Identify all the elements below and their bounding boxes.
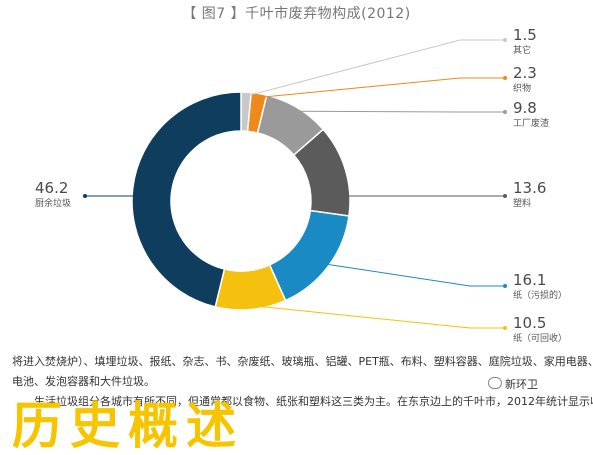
slice-label: 工厂废渣: [513, 117, 549, 129]
callout-line: [250, 305, 505, 329]
callout-line: [295, 110, 505, 113]
donut-slices: [131, 91, 351, 311]
callout-line: [258, 77, 505, 98]
slice-value: 9.8: [513, 99, 537, 117]
callout-dot: [503, 194, 507, 198]
slice-label: 纸（污损的）: [513, 289, 567, 301]
watermark: 新环卫: [488, 376, 538, 392]
slice-value: 13.6: [513, 179, 546, 197]
paragraph-line-3: 生活垃圾组分各城市有所不同，但通常都以食物、纸张和塑料这三类为主。在东京边上的千…: [34, 395, 593, 408]
donut-slice: [131, 91, 242, 308]
callout-dot: [503, 38, 507, 42]
callout-lines: [83, 38, 507, 330]
callout-dot: [83, 194, 87, 198]
callout-dot: [503, 326, 507, 330]
slice-value: 16.1: [513, 271, 546, 289]
callout-dot: [503, 76, 507, 80]
callout-dot: [503, 284, 507, 288]
slice-value: 1.5: [513, 26, 537, 44]
callout-line: [245, 39, 505, 97]
section-heading: 历史概述: [12, 396, 244, 455]
slice-label: 织物: [513, 82, 531, 94]
slice-label: 其它: [513, 44, 531, 56]
slice-value: 2.3: [513, 64, 537, 82]
article-text: 将进入焚烧炉）、填埋垃圾、报纸、杂志、书、杂废纸、玻璃瓶、铝罐、PET瓶、布料、…: [12, 352, 593, 412]
paragraph-line-1: 将进入焚烧炉）、填埋垃圾、报纸、杂志、书、杂废纸、玻璃瓶、铝罐、PET瓶、布料、…: [12, 355, 593, 368]
chart-title: 【 图7 】千叶市废弃物构成(2012): [182, 6, 411, 22]
callout-dot: [503, 110, 507, 114]
slice-label: 塑料: [513, 197, 531, 209]
callout-line: [324, 263, 505, 287]
watermark-text: 新环卫: [505, 378, 538, 391]
paragraph-line-2: 电池、发泡容器和大件垃圾。: [12, 375, 155, 388]
slice-label: 纸（可回收）: [513, 332, 567, 344]
slice-value: 46.2: [35, 179, 68, 197]
donut-slice: [268, 209, 350, 302]
slice-value: 10.5: [513, 314, 546, 332]
wechat-icon: [488, 377, 502, 389]
slice-label: 厨余垃圾: [35, 197, 71, 209]
